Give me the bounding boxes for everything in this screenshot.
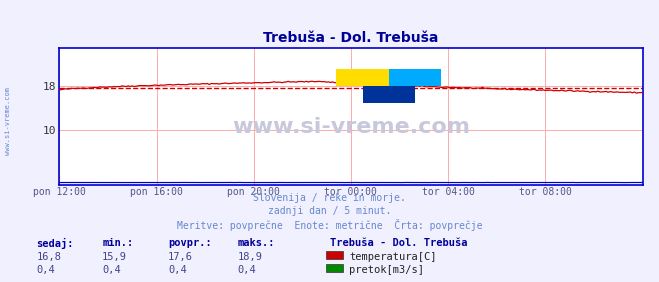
Text: 18,9: 18,9	[237, 252, 262, 262]
Bar	[362, 86, 415, 103]
Bar	[336, 69, 389, 86]
Text: sedaj:: sedaj:	[36, 238, 74, 249]
Text: 15,9: 15,9	[102, 252, 127, 262]
Text: maks.:: maks.:	[237, 238, 275, 248]
Text: 0,4: 0,4	[36, 265, 55, 275]
Text: 16,8: 16,8	[36, 252, 61, 262]
Text: povpr.:: povpr.:	[168, 238, 212, 248]
Text: 0,4: 0,4	[237, 265, 256, 275]
Bar	[389, 69, 442, 86]
Text: min.:: min.:	[102, 238, 133, 248]
Text: 0,4: 0,4	[168, 265, 186, 275]
Text: temperatura[C]: temperatura[C]	[349, 252, 437, 262]
Text: Slovenija / reke in morje.: Slovenija / reke in morje.	[253, 193, 406, 203]
Text: www.si-vreme.com: www.si-vreme.com	[5, 87, 11, 155]
Text: zadnji dan / 5 minut.: zadnji dan / 5 minut.	[268, 206, 391, 216]
Text: 0,4: 0,4	[102, 265, 121, 275]
Text: pretok[m3/s]: pretok[m3/s]	[349, 265, 424, 275]
Text: Trebuša - Dol. Trebuša: Trebuša - Dol. Trebuša	[330, 238, 467, 248]
Text: www.si-vreme.com: www.si-vreme.com	[232, 117, 470, 137]
Title: Trebuša - Dol. Trebuša: Trebuša - Dol. Trebuša	[263, 31, 439, 45]
Text: 17,6: 17,6	[168, 252, 193, 262]
Text: Meritve: povprečne  Enote: metrične  Črta: povprečje: Meritve: povprečne Enote: metrične Črta:…	[177, 219, 482, 231]
